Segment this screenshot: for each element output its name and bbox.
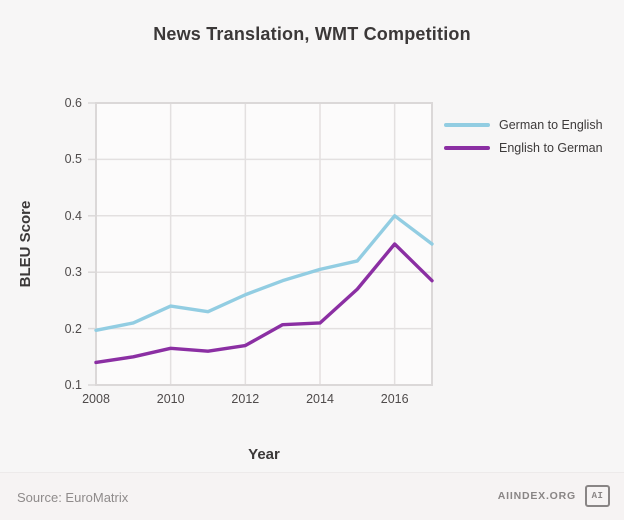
y-tick-label: 0.5 xyxy=(64,152,82,167)
brand-name: AIINDEX.ORG xyxy=(497,490,576,502)
brand: AIINDEX.ORG AI xyxy=(498,485,610,507)
legend-item-english-to-german: English to German xyxy=(444,136,603,159)
x-tick-label: 2008 xyxy=(82,392,110,406)
y-tick-label: 0.1 xyxy=(64,378,82,392)
y-tick-label: 0.2 xyxy=(64,321,82,336)
chart-title: News Translation, WMT Competition xyxy=(153,24,471,44)
y-axis-title: BLEU Score xyxy=(17,200,34,288)
x-tick-label: 2016 xyxy=(380,392,409,406)
legend-label-german-to-english: German to English xyxy=(499,117,603,132)
legend-swatch-blue xyxy=(444,122,490,127)
y-tick-label: 0.3 xyxy=(64,265,82,280)
legend: German to English English to German xyxy=(444,113,603,159)
x-axis-title: Year xyxy=(248,446,280,463)
y-tick-label: 0.6 xyxy=(64,96,82,110)
source-attribution: Source: EuroMatrix xyxy=(17,490,129,505)
plot-area xyxy=(88,102,434,386)
footer: Source: EuroMatrix AIINDEX.ORG AI xyxy=(0,472,624,520)
ai-index-logo-icon: AI xyxy=(585,485,610,507)
legend-label-english-to-german: English to German xyxy=(499,140,603,155)
x-tick-label: 2014 xyxy=(306,392,334,406)
x-tick-label: 2010 xyxy=(156,392,185,406)
y-tick-label: 0.4 xyxy=(64,208,82,223)
x-tick-label: 2012 xyxy=(231,392,260,406)
legend-item-german-to-english: German to English xyxy=(444,113,603,136)
legend-swatch-purple xyxy=(444,145,490,150)
